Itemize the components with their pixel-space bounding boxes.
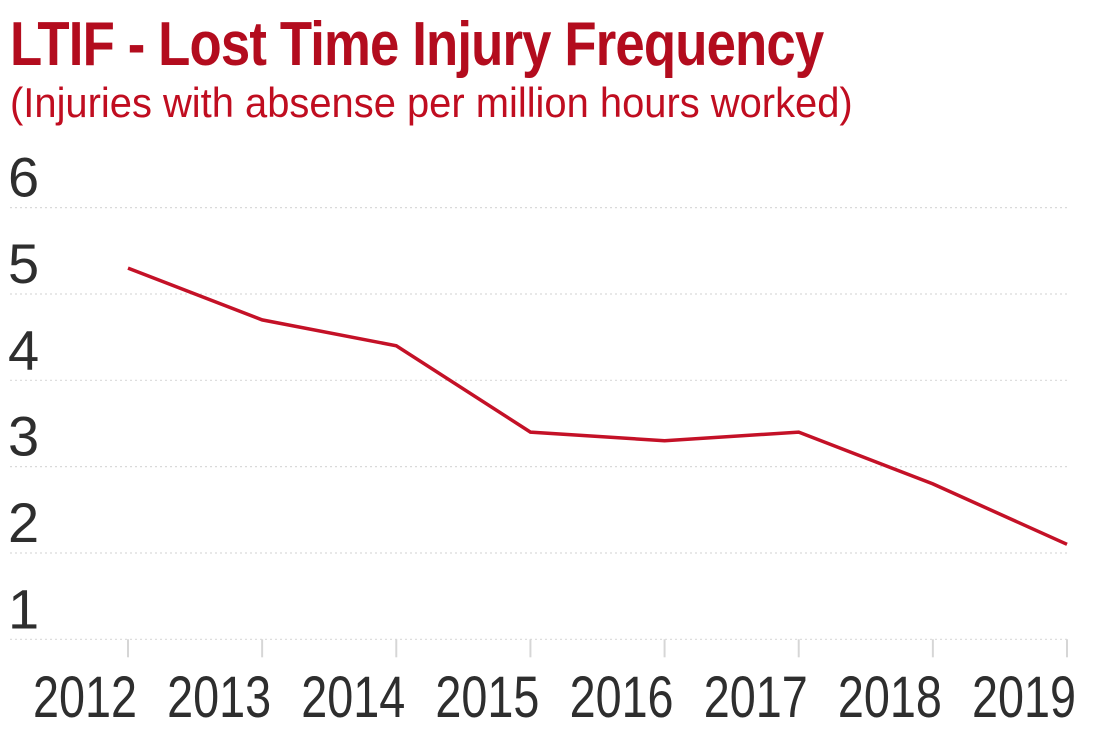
x-axis-label: 2018 <box>838 665 942 730</box>
x-axis-label: 2012 <box>33 665 137 730</box>
chart-subtitle: (Injuries with absense per million hours… <box>10 79 853 126</box>
x-axis-label: 2013 <box>167 665 271 730</box>
y-axis-label: 4 <box>8 318 39 381</box>
x-axis-label: 2016 <box>570 665 674 730</box>
x-axis-label: 2014 <box>301 665 405 730</box>
x-axis-label: 2017 <box>704 665 808 730</box>
y-axis-label: 1 <box>8 577 39 640</box>
x-axis-label: 2019 <box>972 665 1076 730</box>
y-axis-label: 6 <box>8 146 39 209</box>
ltif-data-line <box>127 266 1068 546</box>
x-axis-label: 2015 <box>435 665 539 730</box>
y-axis-label: 3 <box>8 405 39 468</box>
y-axis-label: 2 <box>8 491 39 554</box>
y-axis-label: 5 <box>8 232 39 295</box>
chart-title: LTIF - Lost Time Injury Frequency <box>10 10 824 79</box>
